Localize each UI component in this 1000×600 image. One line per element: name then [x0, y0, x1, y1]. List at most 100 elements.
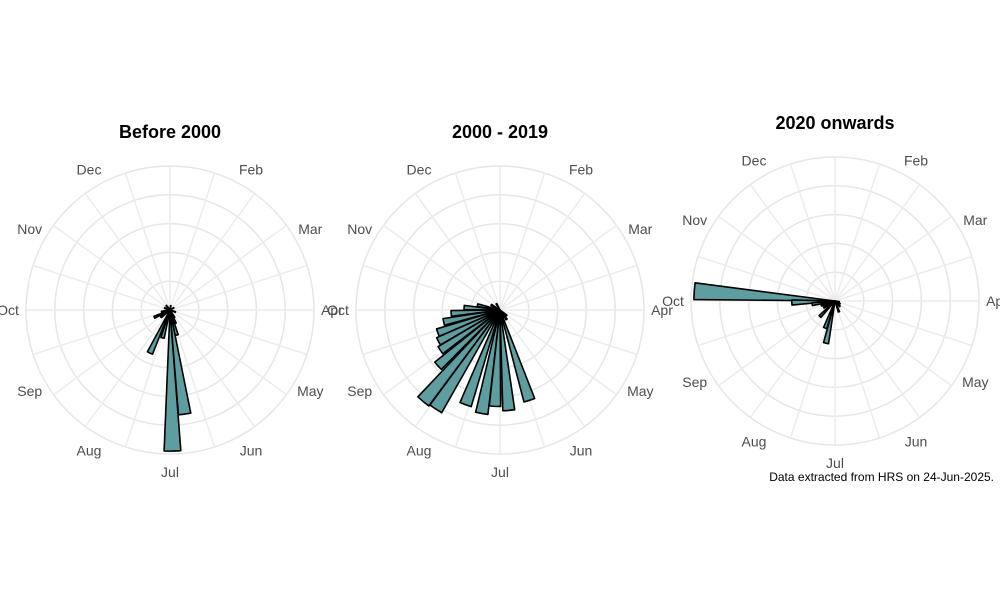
- grid-spoke: [383, 224, 501, 311]
- month-label-jul: Jul: [491, 464, 509, 480]
- polar-chart-2020-onwards: 2020 onwards Dec Feb Mar Apr May Jun Jul Aug Sep O…: [662, 113, 1000, 471]
- grid-spoke: [499, 309, 586, 427]
- bar: [435, 309, 501, 346]
- month-label-nov: Nov: [682, 212, 707, 228]
- month-label-may: May: [962, 374, 988, 390]
- month-label-feb: Feb: [904, 153, 928, 169]
- grid-spoke: [32, 309, 171, 356]
- polar-chart-before-2000: Before 2000 Dec Feb Mar Apr May Jun Jul Aug Sep Oc…: [0, 122, 343, 480]
- month-label-dec: Dec: [77, 162, 102, 178]
- bar: [834, 300, 841, 303]
- month-label-apr: Apr: [321, 302, 343, 318]
- grid-spoke: [697, 300, 836, 347]
- month-label-dec: Dec: [407, 162, 432, 178]
- grid-spoke: [499, 264, 638, 311]
- grid-spoke: [169, 309, 256, 427]
- month-label-aug: Aug: [77, 442, 102, 458]
- month-label-jun: Jun: [570, 442, 593, 458]
- grid-spoke: [169, 309, 308, 356]
- grid-spoke: [718, 300, 836, 387]
- grid-spoke: [414, 193, 501, 311]
- month-label-aug: Aug: [407, 442, 432, 458]
- bar: [160, 309, 171, 314]
- month-label-nov: Nov: [17, 221, 42, 237]
- grid-spoke: [84, 193, 171, 311]
- grid-spoke: [834, 163, 881, 302]
- bar: [437, 309, 501, 355]
- bar: [818, 300, 836, 319]
- month-label-dec: Dec: [742, 153, 767, 169]
- month-label-nov: Nov: [347, 221, 372, 237]
- panel-title: 2020 onwards: [775, 113, 894, 133]
- grid-spoke: [32, 264, 171, 311]
- grid-spoke: [749, 184, 836, 302]
- month-label-jun: Jun: [905, 433, 928, 449]
- grid-spoke: [499, 172, 546, 311]
- bar: [169, 309, 192, 416]
- grid-spoke: [834, 300, 973, 347]
- grid-spoke: [53, 224, 171, 311]
- grid-spoke: [169, 264, 308, 311]
- month-label-feb: Feb: [569, 162, 593, 178]
- month-label-apr: Apr: [651, 302, 673, 318]
- bar: [169, 309, 176, 319]
- grid-spoke: [169, 309, 287, 396]
- month-label-jul: Jul: [161, 464, 179, 480]
- month-label-mar: Mar: [963, 212, 987, 228]
- grid-spoke: [454, 172, 501, 311]
- grid-spoke: [53, 309, 171, 396]
- month-label-aug: Aug: [742, 433, 767, 449]
- grid-spoke: [834, 184, 921, 302]
- grid-spoke: [499, 193, 586, 311]
- month-label-jun: Jun: [240, 442, 263, 458]
- panel-title: Before 2000: [119, 122, 221, 142]
- month-label-feb: Feb: [239, 162, 263, 178]
- grid-spoke: [169, 172, 216, 311]
- grid-spoke: [697, 255, 836, 302]
- bar: [169, 309, 177, 314]
- month-label-may: May: [297, 383, 323, 399]
- grid-spoke: [834, 255, 973, 302]
- month-label-oct: Oct: [0, 302, 19, 318]
- grid-spoke: [789, 163, 836, 302]
- bar: [490, 303, 501, 311]
- panel-title: 2000 - 2019: [452, 122, 548, 142]
- bar: [417, 309, 501, 407]
- month-label-mar: Mar: [628, 221, 652, 237]
- bar: [499, 309, 516, 412]
- month-label-may: May: [627, 383, 653, 399]
- grid-spoke: [169, 193, 256, 311]
- bar: [499, 309, 508, 321]
- bar: [459, 309, 501, 408]
- bar: [474, 309, 501, 416]
- month-label-oct: Oct: [662, 293, 684, 309]
- data-source-caption: Data extracted from HRS on 24-Jun-2025.: [769, 470, 994, 484]
- bar: [822, 300, 836, 330]
- bar: [450, 309, 501, 318]
- grid-spoke: [834, 215, 952, 302]
- grid-spoke: [499, 309, 617, 396]
- bar: [163, 309, 182, 452]
- grid-spoke: [124, 172, 171, 311]
- bar: [499, 309, 536, 403]
- month-label-sep: Sep: [347, 383, 372, 399]
- bar: [442, 309, 501, 327]
- grid-spoke: [499, 309, 638, 356]
- bar: [693, 282, 836, 302]
- bar: [495, 302, 501, 311]
- month-label-apr: Apr: [986, 293, 1000, 309]
- bar: [433, 309, 501, 371]
- month-label-sep: Sep: [682, 374, 707, 390]
- bar: [435, 309, 501, 338]
- bar: [153, 309, 171, 320]
- month-label-mar: Mar: [298, 221, 322, 237]
- grid-spoke: [749, 300, 836, 418]
- bar: [165, 304, 171, 311]
- bar: [476, 303, 501, 311]
- bar: [169, 306, 175, 311]
- grid-spoke: [718, 215, 836, 302]
- grid-spoke: [362, 264, 501, 311]
- grid-spoke: [834, 300, 881, 439]
- grid-spoke: [834, 300, 952, 387]
- month-label-oct: Oct: [327, 302, 349, 318]
